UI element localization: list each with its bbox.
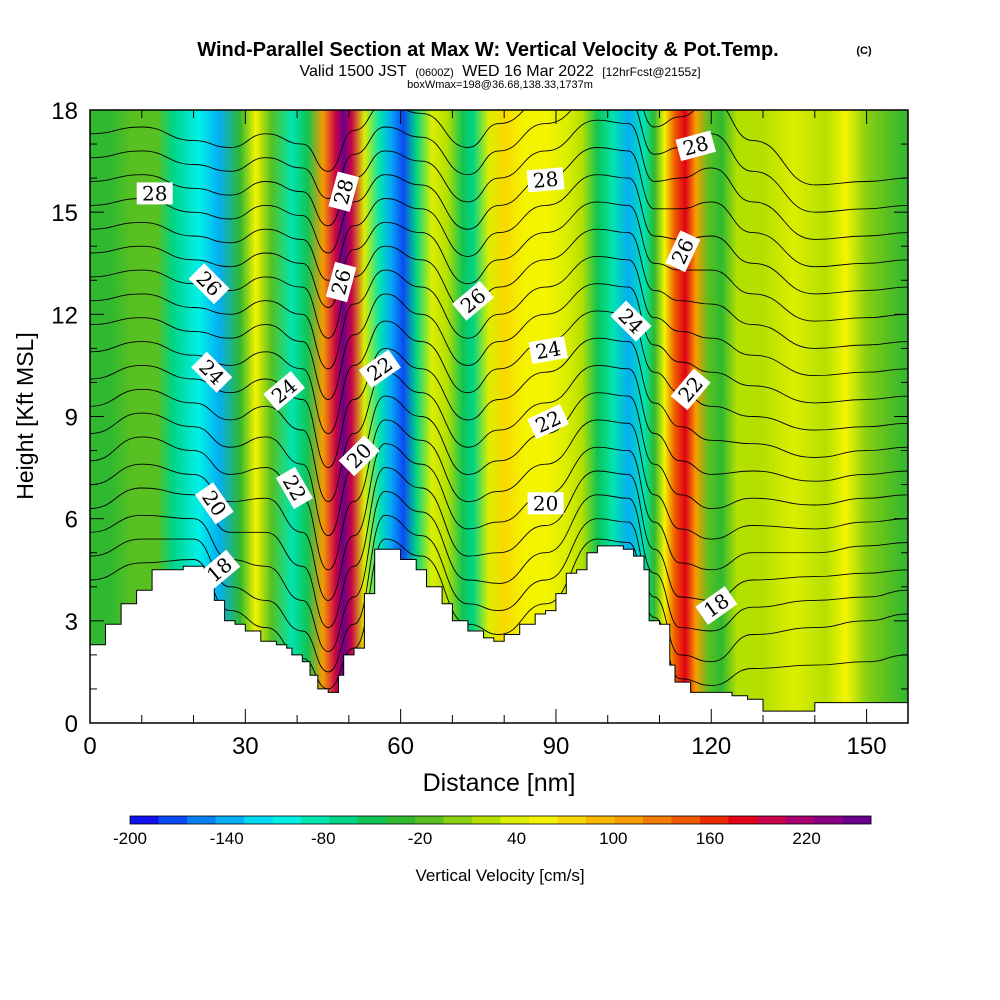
colorbar-cell xyxy=(358,816,387,824)
y-axis-title: Height [Kft MSL] xyxy=(12,332,38,499)
terrain-mask xyxy=(90,545,908,723)
colorbar-cell xyxy=(700,816,729,824)
theta-contour-line xyxy=(90,310,908,434)
colorbar-label: Vertical Velocity [cm/s] xyxy=(415,866,584,885)
x-tick-label: 30 xyxy=(232,733,259,760)
colorbar-cells xyxy=(130,816,872,824)
potential-temperature-contours xyxy=(90,110,908,690)
colorbar-cell xyxy=(272,816,302,824)
colorbar-tick-label: -140 xyxy=(210,829,244,848)
contour-label: 28 xyxy=(526,167,565,193)
theta-contour-line xyxy=(90,514,908,673)
colorbar-cell xyxy=(386,816,416,824)
colorbar-cell xyxy=(557,816,587,824)
colorbar-cell xyxy=(500,816,530,824)
theta-contour-line xyxy=(90,419,908,571)
contour-label: 28 xyxy=(328,171,359,212)
theta-contour-line xyxy=(90,110,908,186)
contour-label: 20 xyxy=(338,435,380,477)
chart-title: Wind-Parallel Section at Max W: Vertical… xyxy=(197,39,778,61)
colorbar-cell xyxy=(586,816,615,824)
theta-contour-line xyxy=(90,147,908,268)
colorbar-cell xyxy=(244,816,273,824)
colorbar-cell xyxy=(187,816,216,824)
contour-label-text: 28 xyxy=(142,181,167,205)
colorbar-tick-label: -80 xyxy=(311,829,336,848)
chart-subtitle: Valid 1500 JST (0600Z) WED 16 Mar 2022 [… xyxy=(299,63,700,80)
x-tick-label: 90 xyxy=(543,733,570,760)
colorbar-cell xyxy=(728,816,758,824)
theta-contour-line xyxy=(90,119,908,240)
colorbar-cell xyxy=(643,816,672,824)
x-tick-label: 120 xyxy=(691,733,731,760)
plot-area xyxy=(90,110,908,723)
colorbar-cell xyxy=(671,816,701,824)
colorbar-tick-label: -20 xyxy=(408,829,433,848)
y-tick-label: 6 xyxy=(65,507,78,534)
colorbar-frame xyxy=(129,815,872,825)
colorbar-cell xyxy=(757,816,786,824)
y-tick-label: 18 xyxy=(51,98,78,125)
theta-contour-line xyxy=(90,174,908,295)
contour-label-text: 28 xyxy=(532,167,559,193)
chart-copyright: (C) xyxy=(856,45,872,57)
colorbar-cell xyxy=(443,816,473,824)
subtitle-forecast: [12hrFcst@2155z] xyxy=(602,65,700,79)
colorbar-cell xyxy=(215,816,245,824)
x-tick-label: 150 xyxy=(847,733,887,760)
subtitle-utc: (0600Z) xyxy=(415,67,454,79)
colorbar-cell xyxy=(329,816,359,824)
colorbar-tick-label: -200 xyxy=(113,829,147,848)
colorbar-cell xyxy=(842,816,872,824)
theta-contour-line xyxy=(90,337,908,469)
theta-contour-line xyxy=(90,283,908,404)
colorbar-cell xyxy=(158,816,188,824)
y-tick-label: 12 xyxy=(51,302,78,329)
theta-contour-line xyxy=(90,364,908,503)
contour-label: 20 xyxy=(527,491,564,515)
colorbar-tick-label: 220 xyxy=(792,829,820,848)
colorbar-cell xyxy=(529,816,558,824)
subtitle-valid: Valid 1500 JST xyxy=(299,63,407,80)
theta-contour-line xyxy=(90,201,908,322)
x-axis: 0 30 60 90 120 150 xyxy=(83,110,887,760)
colorbar-cell xyxy=(614,816,644,824)
y-tick-label: 0 xyxy=(65,711,78,738)
contour-label-text: 20 xyxy=(533,491,558,515)
theta-contour-line xyxy=(90,255,908,377)
colorbar-cell xyxy=(472,816,501,824)
theta-contour-line xyxy=(90,110,908,213)
colorbar-cell xyxy=(130,816,159,824)
theta-contour-line xyxy=(90,443,908,601)
x-axis-title: Distance [nm] xyxy=(423,769,576,797)
y-tick-label: 3 xyxy=(65,609,78,636)
colorbar-cell xyxy=(301,816,330,824)
contour-label: 24 xyxy=(528,336,568,364)
theta-contour-line xyxy=(90,538,908,690)
x-tick-label: 60 xyxy=(387,733,414,760)
contour-labels: 2826242018242228262220282624222024282622… xyxy=(136,130,738,625)
y-tick-label: 9 xyxy=(65,405,78,432)
colorbar: -200 -140 -80 -20 40 100 160 220 Vertical Veloc… xyxy=(113,815,872,885)
colorbar-tick-label: 100 xyxy=(599,829,627,848)
colorbar-cell xyxy=(785,816,815,824)
colorbar-tick-labels: -200 -140 -80 -20 40 100 160 220 xyxy=(113,829,821,848)
contour-label: 28 xyxy=(136,181,173,205)
contour-label-text: 24 xyxy=(534,336,563,364)
y-tick-label: 15 xyxy=(51,200,78,227)
subtitle-date: WED 16 Mar 2022 xyxy=(462,63,594,80)
theta-contour-line xyxy=(90,392,908,537)
theta-contour-line xyxy=(90,490,908,652)
colorbar-cell xyxy=(814,816,843,824)
y-axis: 0 3 6 9 12 15 18 xyxy=(51,98,908,738)
x-tick-label: 0 xyxy=(83,733,96,760)
colorbar-tick-label: 40 xyxy=(507,829,526,848)
colorbar-cell xyxy=(415,816,444,824)
chart-box-note: boxWmax=198@36.68,138.33,1737m xyxy=(407,79,593,91)
colorbar-tick-label: 160 xyxy=(696,829,724,848)
